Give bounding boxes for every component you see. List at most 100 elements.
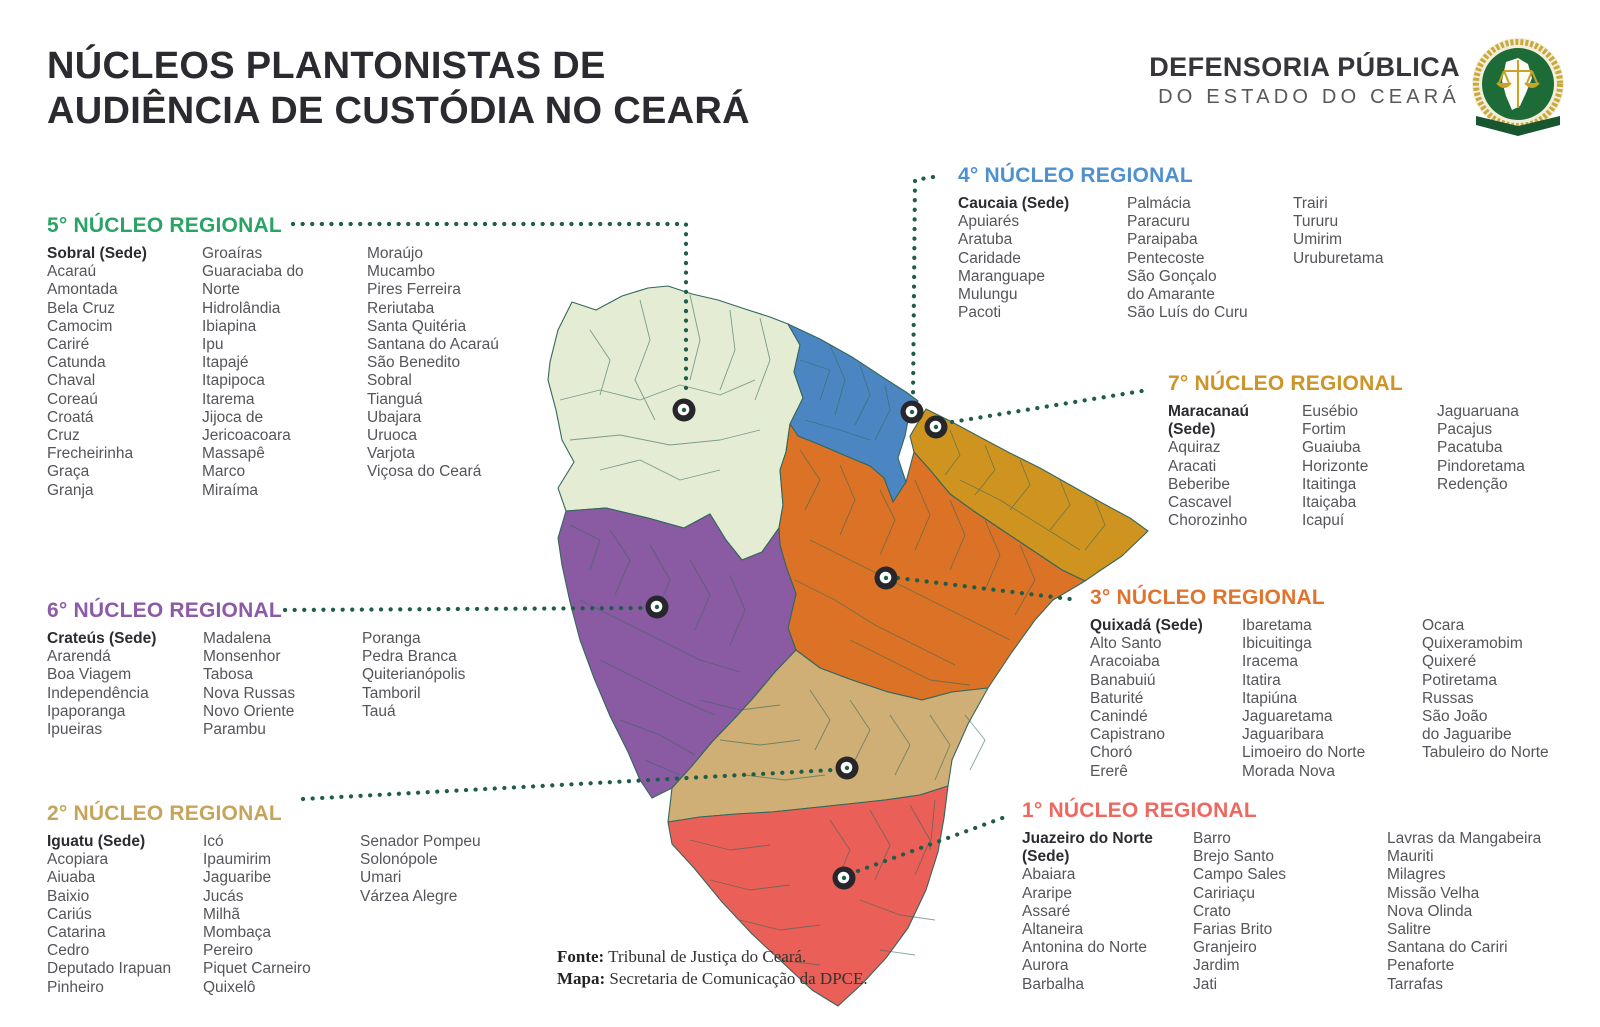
municipality-name: Guaraciaba do Norte [202, 263, 304, 299]
sede-name: Caucaia (Sede) [958, 195, 1070, 212]
municipality-name: Aiuaba [47, 869, 96, 887]
municipality-name: Ararendá [47, 648, 111, 666]
municipality-name: Nova Russas [203, 684, 296, 702]
municipality-name: Alto Santo [1090, 635, 1162, 653]
municipality-name: Aracati [1168, 457, 1217, 475]
municipality-name: Assaré [1022, 902, 1071, 920]
municipality-name: Mauriti [1387, 848, 1434, 866]
municipality-column: Icó Ipaumirim Jaguaribe Jucás Milhã Mombaça Pe… [203, 833, 345, 997]
municipality-name: Cariré [47, 336, 90, 354]
municipality-name: Groaíras [202, 245, 263, 262]
connector-3rd [895, 575, 1081, 603]
source-note: Fonte: Tribunal de Justiça do Ceará. Map… [557, 946, 868, 990]
sede-marker-quixada [874, 566, 898, 590]
municipality-name: Poranga [362, 630, 421, 647]
municipality-name: Milhã [203, 905, 241, 923]
municipality-name: Jardim [1193, 957, 1240, 975]
source-label-fonte: Fonte: [557, 947, 605, 966]
municipality-column: Palmácia Paracuru Paraipaba Pentecoste São G… [1127, 195, 1278, 322]
municipality-name: Umari [360, 869, 402, 887]
source-line-fonte: Fonte: Tribunal de Justiça do Ceará. [557, 946, 868, 968]
municipality-column: Poranga Pedra Branca Quiterianópolis Tambor… [362, 630, 517, 721]
municipality-name: Capistrano [1090, 726, 1165, 744]
municipality-name: Jaguaruana [1437, 403, 1519, 420]
municipality-name: Frecheirinha [47, 445, 134, 463]
municipality-name: Quixelô [203, 978, 256, 996]
municipality-name: Jaguaretama [1242, 708, 1333, 726]
nucleo-title: 2° NÚCLEO REGIONAL [47, 802, 282, 825]
municipality-name: Palmácia [1127, 195, 1191, 212]
municipality-name: Paraipaba [1127, 231, 1198, 249]
sede-name: Sobral (Sede) [47, 245, 147, 262]
municipality-name: Acaraú [47, 263, 97, 281]
sede-marker-iguatu [835, 756, 859, 780]
nucleo-section-4: 4° NÚCLEO REGIONAL Caucaia (Sede) Apuiarés… [958, 164, 1423, 322]
connector-4th [910, 174, 936, 401]
sede-name: Quixadá (Sede) [1090, 617, 1203, 634]
sede-marker-caucaia [900, 400, 924, 424]
municipality-name: Itapipoca [202, 372, 265, 390]
municipality-name: Deputado Irapuan Pinheiro [47, 960, 172, 996]
municipality-name: Jucás [203, 887, 244, 905]
municipality-name: Salitre [1387, 921, 1431, 939]
municipality-name: Cariús [47, 905, 92, 923]
municipality-name: Quixeré [1422, 653, 1477, 671]
municipality-name: Ibiapina [202, 317, 257, 335]
municipality-name: Quiterianópolis [362, 666, 466, 684]
municipality-name: Sobral [367, 372, 412, 390]
nucleo-title: 7° NÚCLEO REGIONAL [1168, 372, 1403, 395]
municipality-name: Beberibe [1168, 475, 1231, 493]
municipality-name: Varjota [367, 445, 415, 463]
municipality-name: Uruburetama [1293, 249, 1384, 267]
nucleo-section-3: 3° NÚCLEO REGIONAL Quixadá (Sede) Alto San… [1090, 586, 1592, 781]
municipality-column: Quixadá (Sede) Alto Santo Aracoiaba Banabui… [1090, 617, 1227, 781]
municipality-name: Ibicuitinga [1242, 635, 1312, 653]
municipality-name: Moraújo [367, 245, 423, 262]
nucleo-section-5: 5° NÚCLEO REGIONAL Sobral (Sede) Acaraú Amo… [47, 214, 532, 500]
municipality-column: Iguatu (Sede) Acopiara Aiuaba Baixio Cariús C… [47, 833, 188, 997]
org-seal-icon [1472, 38, 1564, 136]
municipality-column: Trairi Tururu Umirim Uruburetama [1293, 195, 1423, 268]
municipality-column: Groaíras Guaraciaba do Norte Hidrolândia Ib… [202, 245, 352, 500]
municipality-name: Catarina [47, 924, 106, 942]
municipality-name: Pindoretama [1437, 457, 1525, 475]
page-title-line1: NÚCLEOS PLANTONISTAS DE [47, 45, 606, 87]
municipality-column: Ibaretama Ibicuitinga Iracema Itatira Itapiú… [1242, 617, 1407, 781]
municipality-name: Eusébio [1302, 403, 1359, 420]
map-region-7th-nucleo [909, 408, 1149, 582]
municipality-name: Coreaú [47, 390, 98, 408]
municipality-name: Madalena [203, 630, 272, 647]
municipality-name: Uruoca [367, 427, 417, 445]
municipality-name: Itapajé [202, 354, 249, 372]
sede-marker-sobral [672, 398, 696, 422]
municipality-name: Ubajara [367, 408, 422, 426]
municipality-name: Bela Cruz [47, 299, 116, 317]
municipality-name: Amontada [47, 281, 118, 299]
municipality-name: Itaiçaba [1302, 494, 1357, 512]
municipality-name: Milagres [1387, 866, 1446, 884]
municipality-name: Altaneira [1022, 921, 1084, 939]
municipality-name: Jaguaribe [203, 869, 272, 887]
municipality-name: Trairi [1293, 195, 1328, 212]
municipality-name: Mombaça [203, 924, 272, 942]
municipality-name: Pacoti [958, 304, 1002, 322]
municipality-name: Reriutaba [367, 299, 435, 317]
municipality-name: Aracoiaba [1090, 653, 1160, 671]
municipality-name: Redenção [1437, 475, 1508, 493]
municipality-name: Hidrolândia [202, 299, 281, 317]
municipality-name: Viçosa do Ceará [367, 463, 482, 481]
map-region-3rd-nucleo [778, 423, 1086, 701]
source-text-fonte: Tribunal de Justiça do Ceará. [604, 947, 807, 966]
municipality-name: Itapiúna [1242, 689, 1298, 707]
municipality-name: Independência [47, 684, 149, 702]
municipality-name: Fortim [1302, 421, 1346, 439]
municipality-name: Senador Pompeu [360, 833, 481, 850]
municipality-name: Barbalha [1022, 975, 1085, 993]
sede-marker-maracanau [924, 415, 948, 439]
connector-1st [855, 814, 1008, 874]
municipality-name: Tururu [1293, 213, 1339, 231]
municipality-name: Aquiraz [1168, 439, 1221, 457]
municipality-name: Monsenhor Tabosa [203, 648, 281, 684]
municipality-name: Santana do Acaraú [367, 336, 499, 354]
